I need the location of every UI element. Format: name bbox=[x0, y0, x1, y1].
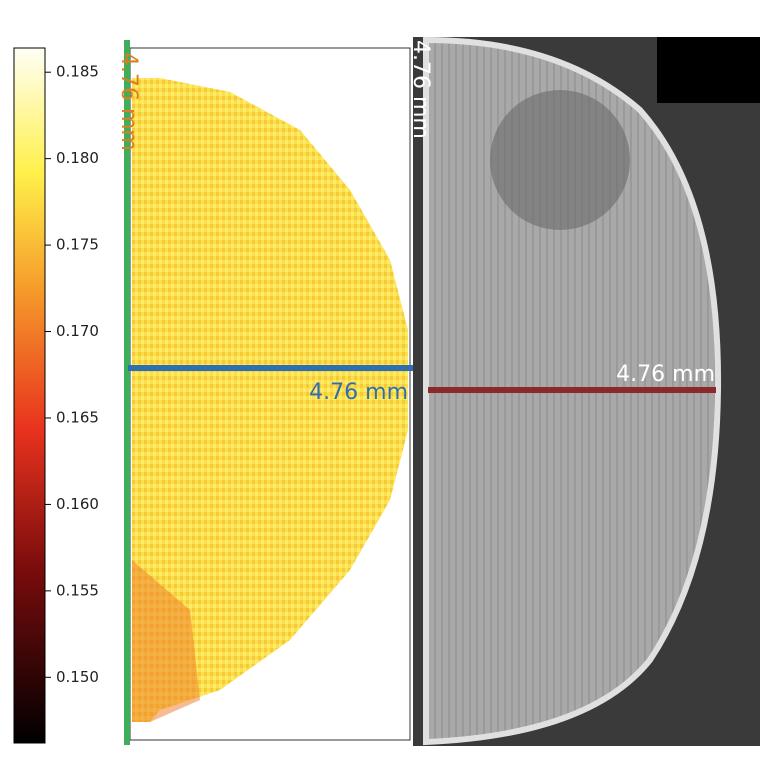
colorbar-tick-label: 0.185 bbox=[56, 63, 99, 81]
heatmap bbox=[132, 78, 408, 722]
micrograph-dark-region bbox=[490, 90, 630, 230]
colorbar-tick-label: 0.150 bbox=[56, 668, 99, 686]
micrograph-horizontal-label: 4.76 mm bbox=[616, 362, 715, 387]
colorbar-tick-label: 0.175 bbox=[56, 236, 99, 254]
colorbar-tick-label: 0.170 bbox=[56, 322, 99, 340]
micrograph-mask bbox=[657, 37, 760, 103]
colorbar bbox=[13, 47, 46, 744]
colorbar-tick-label: 0.180 bbox=[56, 149, 99, 167]
heatmap-shade bbox=[132, 560, 200, 722]
micrograph-vertical-label: 4.76 mm bbox=[408, 40, 433, 139]
colorbar-tick-label: 0.165 bbox=[56, 408, 99, 426]
colorbar-tick-label: 0.160 bbox=[56, 495, 99, 513]
heatmap-vertical-label: 4.76 mm bbox=[116, 52, 141, 151]
heatmap-horizontal-label: 4.76 mm bbox=[309, 380, 408, 405]
colorbar-tick-label: 0.155 bbox=[56, 581, 99, 599]
